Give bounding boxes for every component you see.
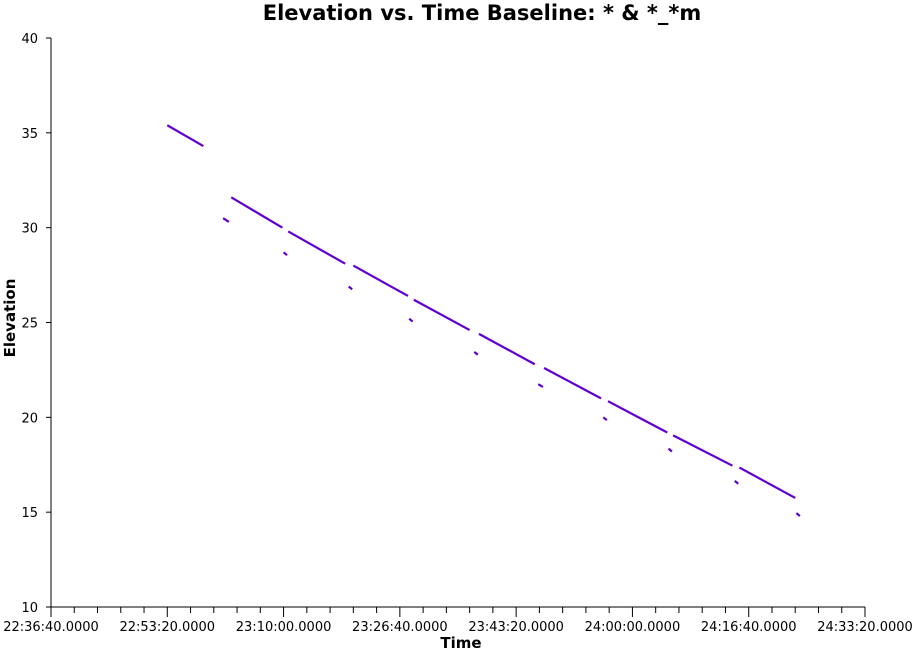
x-tick-label: 24:33:20.0000: [817, 620, 912, 635]
elevation-segment: [672, 434, 733, 467]
elevation-segment: [282, 251, 288, 257]
y-tick-label: 30: [21, 222, 38, 237]
elevation-segment: [734, 480, 739, 485]
elevation-segment: [667, 447, 673, 453]
elevation-segment: [287, 230, 346, 265]
x-axis-ticks: 22:36:40.0000 22:53:20.0000 23:10:00.0000 2…: [3, 607, 912, 635]
y-tick-label: 20: [21, 411, 38, 426]
elevation-segment: [738, 466, 796, 499]
y-tick-label: 40: [21, 32, 38, 47]
y-tick-label: 25: [21, 317, 38, 332]
elevation-segment: [473, 351, 479, 356]
plot-area: 10 15 20 25 30 35 40 22:36:40.0000 22:53:20.000…: [3, 32, 912, 635]
elevation-segment: [347, 285, 353, 291]
x-axis-label: Time: [440, 634, 481, 652]
elevation-segment: [478, 332, 536, 366]
x-tick-label: 23:43:20.0000: [468, 620, 564, 635]
elevation-segment: [413, 298, 471, 332]
elevation-segment: [795, 512, 801, 517]
x-tick-label: 22:53:20.0000: [119, 620, 215, 635]
x-tick-label: 24:00:00.0000: [585, 620, 681, 635]
chart-title: Elevation vs. Time Baseline: * & *_*m: [263, 1, 702, 25]
y-tick-label: 35: [21, 127, 38, 142]
elevation-segment: [230, 196, 283, 229]
elevation-segment: [607, 400, 668, 434]
elevation-segment: [537, 383, 544, 388]
y-tick-label: 15: [21, 506, 38, 521]
y-tick-label: 10: [21, 601, 38, 616]
x-tick-label: 24:16:40.0000: [701, 620, 797, 635]
elevation-segment: [408, 317, 414, 323]
elevation-segment: [352, 264, 409, 297]
x-tick-label: 23:26:40.0000: [352, 620, 448, 635]
elevation-segment: [602, 416, 608, 422]
elevation-segment: [222, 217, 230, 223]
x-tick-label: 22:36:40.0000: [3, 620, 99, 635]
y-axis-label: Elevation: [1, 279, 19, 358]
elevation-segment: [543, 367, 602, 400]
elevation-segment: [166, 124, 204, 148]
y-axis-ticks: 10 15 20 25 30 35 40: [21, 32, 51, 616]
x-tick-label: 23:10:00.0000: [236, 620, 332, 635]
elevation-series: [166, 124, 801, 517]
